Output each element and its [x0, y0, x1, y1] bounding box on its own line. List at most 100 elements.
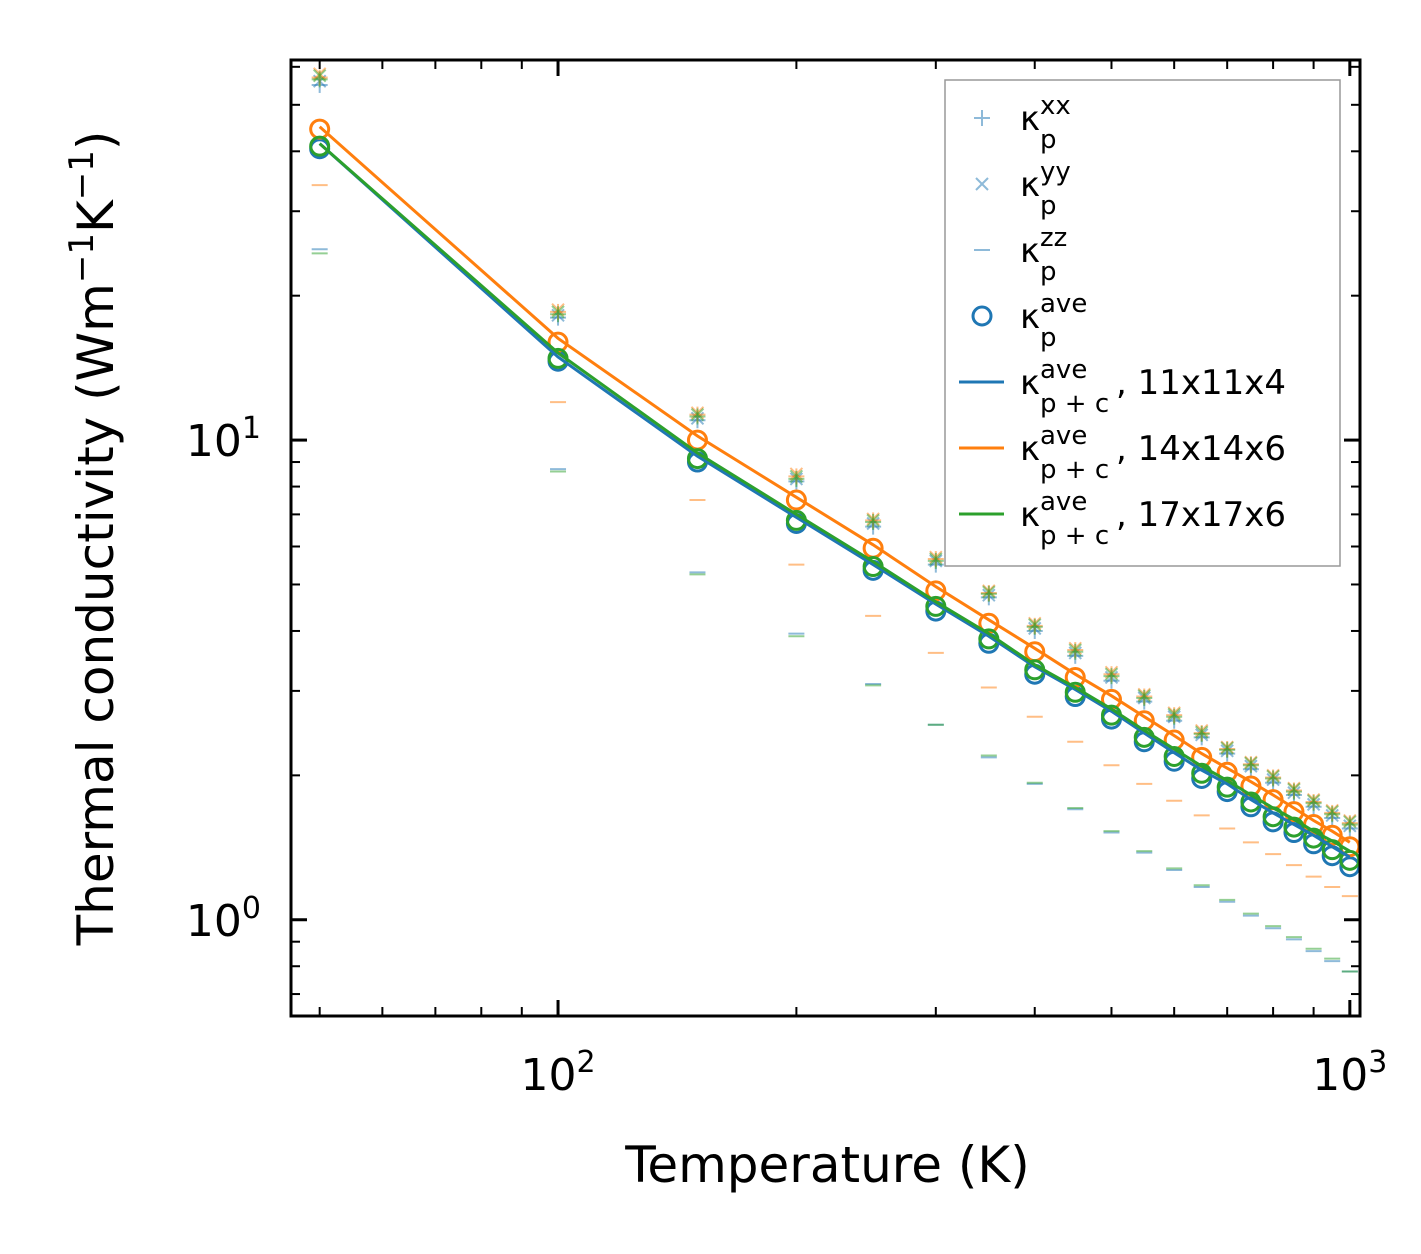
- legend-subscript: p: [1040, 323, 1057, 353]
- legend-sup: ave: [1040, 289, 1087, 319]
- kxx-point-17x17x6-900: [1305, 795, 1322, 812]
- y-tick-base: 10: [186, 416, 242, 467]
- kxx-point-17x17x6-1000: [1341, 816, 1358, 833]
- plot-data-layer: [309, 67, 1360, 973]
- kyy-point-17x17x6-500: [1104, 667, 1119, 681]
- kyy-point-17x17x6-700: [1220, 741, 1234, 755]
- legend-circle-marker: [971, 305, 993, 327]
- kyy-point-17x17x6-950-b: [1325, 804, 1339, 819]
- legend-sup: yy: [1040, 157, 1071, 187]
- legend-subscript: p + c: [1040, 521, 1109, 551]
- kxx-point-17x17x6-100: [550, 306, 567, 323]
- legend-suffix: , 14x14x6: [1116, 429, 1286, 469]
- kyy-point-17x17x6-950: [1325, 804, 1339, 819]
- kyy-point-17x17x6-150: [690, 407, 705, 422]
- y-title-sup: −1: [62, 150, 102, 200]
- kyy-point-17x17x6-550-b: [1137, 689, 1151, 703]
- kyy-point-17x17x6-650: [1194, 725, 1209, 739]
- kave-pc-line-17x17x6: [318, 142, 1351, 853]
- legend-sup: xx: [1040, 91, 1071, 121]
- kyy-point-17x17x6-450-b: [1068, 643, 1082, 657]
- kave-point-17x17x6-50: [309, 135, 331, 157]
- kyy-point-17x17x6-300: [929, 552, 943, 566]
- kyy-point-17x17x6-250: [866, 513, 880, 528]
- kyy-point-17x17x6-800: [1266, 769, 1280, 784]
- kyy-point-17x17x6-900: [1306, 794, 1321, 808]
- kave-pc-line-14x14x6: [318, 125, 1351, 844]
- y-tick-exp: 1: [242, 411, 261, 446]
- y-tick-label-1: 100: [186, 891, 261, 947]
- x-axis-title: Temperature (K): [624, 1136, 1029, 1194]
- kyy-point-17x17x6-350-b: [982, 585, 996, 599]
- legend-sup: ave: [1040, 355, 1087, 385]
- kxx-point-17x17x6-200: [788, 470, 805, 487]
- x-tick-base: 10: [520, 1050, 576, 1101]
- kyy-point-17x17x6-800-b: [1266, 769, 1280, 784]
- kyy-point-17x17x6-300-b: [929, 552, 943, 566]
- x-tick-exp: 3: [1368, 1045, 1387, 1080]
- kxx-point-17x17x6-400: [1026, 618, 1043, 635]
- legend-entry-3: κave p: [971, 289, 1087, 353]
- legend-label-0: κxx p: [1020, 91, 1071, 155]
- legend-label-3: κave p: [1020, 289, 1087, 353]
- legend-suffix: , 17x17x6: [1116, 495, 1286, 535]
- kyy-point-17x17x6-750-b: [1244, 756, 1258, 770]
- kyy-point-17x17x6-550: [1137, 689, 1151, 703]
- y-title-part: ): [67, 131, 125, 151]
- legend-label-4: κave p + c, 11x11x4: [1020, 355, 1286, 419]
- kyy-point-17x17x6-400-b: [1028, 618, 1042, 632]
- kyy-point-17x17x6-400: [1028, 618, 1042, 632]
- x-tick-label-1000: 103: [1312, 1045, 1387, 1101]
- legend-sup: ave: [1040, 421, 1087, 451]
- legend-kappa: κ: [1020, 495, 1040, 535]
- legend-cross-marker: [975, 177, 989, 191]
- kyy-point-17x17x6-200-b: [789, 469, 804, 484]
- legend-subscript: p + c: [1040, 389, 1109, 419]
- legend-entry-1: κyy p: [975, 157, 1071, 221]
- legend-label-1: κyy p: [1020, 157, 1071, 221]
- plot-frame: [289, 58, 1362, 1018]
- legend-kappa: κ: [1020, 165, 1040, 205]
- kyy-point-17x17x6-200: [789, 469, 804, 484]
- kxx-point-17x17x6-300: [927, 552, 944, 569]
- legend-entry-0: κxx p: [974, 91, 1071, 155]
- kyy-point-17x17x6-250-b: [866, 513, 880, 528]
- kave-point-17x17x6-900: [1303, 827, 1325, 849]
- x-tick-label-100: 102: [520, 1045, 595, 1101]
- legend-kappa: κ: [1020, 99, 1040, 139]
- legend-entry-4: κave p + c, 11x11x4: [959, 355, 1286, 419]
- legend-subscript: p + c: [1040, 455, 1109, 485]
- kxx-point-17x17x6-950: [1324, 806, 1341, 823]
- kxx-point-17x17x6-450: [1067, 643, 1084, 660]
- kxx-point-17x17x6-750: [1242, 757, 1259, 774]
- kyy-point-17x17x6-750: [1244, 756, 1258, 770]
- kyy-point-17x17x6-350: [982, 585, 996, 599]
- x-tick-base: 10: [1312, 1050, 1368, 1101]
- legend-suffix: , 11x11x4: [1116, 363, 1286, 403]
- legend-cross-marker-b: [975, 177, 989, 191]
- kxx-point-17x17x6-150: [689, 408, 706, 425]
- legend-sup: zz: [1040, 223, 1067, 253]
- kyy-point-17x17x6-150-b: [690, 407, 705, 422]
- x-tick-exp: 2: [576, 1045, 595, 1080]
- y-tick-exp: 0: [242, 891, 261, 926]
- kyy-point-17x17x6-700-b: [1220, 741, 1234, 755]
- kxx-point-17x17x6-550: [1136, 689, 1153, 706]
- y-tick-label-10: 101: [186, 411, 261, 467]
- legend-subscript: p: [1040, 125, 1057, 155]
- kxx-point-17x17x6-50: [311, 71, 328, 88]
- kxx-point-17x17x6-250: [865, 513, 882, 530]
- legend-entry-5: κave p + c, 14x14x6: [959, 421, 1286, 485]
- kyy-point-17x17x6-600-b: [1167, 707, 1181, 722]
- kyy-point-17x17x6-850: [1287, 782, 1301, 797]
- legend-label-5: κave p + c, 14x14x6: [1020, 421, 1286, 485]
- kxx-point-17x17x6-800: [1265, 770, 1282, 787]
- kxx-point-17x17x6-700: [1219, 741, 1236, 758]
- kxx-point-17x17x6-850: [1285, 783, 1302, 800]
- legend-kappa: κ: [1020, 429, 1040, 469]
- kyy-point-17x17x6-1000: [1343, 815, 1357, 829]
- y-title-part: K: [67, 199, 125, 233]
- y-axis-title: Thermal conductivity (Wm−1K−1): [62, 131, 125, 947]
